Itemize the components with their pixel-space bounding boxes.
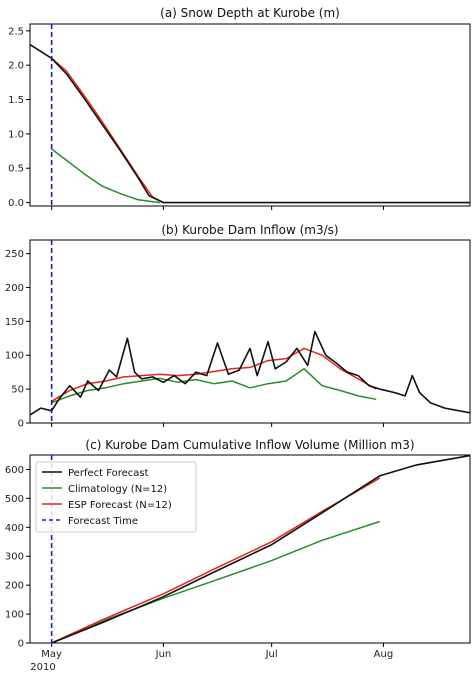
legend-label-forecast-time: Forecast Time [68,516,138,527]
y-tick-label: 150 [5,317,24,328]
y-tick-label: 200 [5,581,24,592]
legend: Perfect Forecast Climatology (N=12) ESP … [35,461,197,533]
y-tick-label: 400 [5,523,24,534]
y-tick-label: 500 [5,494,24,505]
y-tick-label: 0.0 [8,198,24,209]
x-axis: May Jun Jul Aug [41,649,393,660]
series-line-climatology [51,148,160,204]
panel-b-plot: 0 50 100 150 200 250 [5,240,471,430]
y-tick-label: 0 [18,639,24,650]
y-tick-label: 2.0 [8,61,24,72]
series-line-esp [51,477,381,644]
y-tick-label: 2.5 [8,26,24,37]
x-tick-label: May [41,649,62,660]
y-tick-label: 0.5 [8,164,24,175]
panel-b-title: (b) Kurobe Dam Inflow (m3/s) [161,223,338,237]
panel-c-plot: 0 100 200 300 400 500 600 [5,454,471,650]
series-line-climatology [51,520,381,644]
y-tick-label: 100 [5,610,24,621]
series-line-perfect [29,43,470,204]
y-tick-label: 250 [5,249,24,260]
series-line-climatology [51,368,377,404]
x-tick-label: Jul [265,649,278,660]
x-tick-label: Jun [155,649,172,660]
series-line-esp [51,347,377,402]
y-tick-label: 1.0 [8,129,24,140]
series-line-perfect [29,330,471,416]
y-tick-label: 1.5 [8,95,24,106]
series-line-perfect [51,454,471,644]
x-tick-label: Aug [374,649,394,660]
y-tick-label: 600 [5,465,24,476]
x-year-label: 2010 [30,662,55,673]
y-tick-label: 50 [11,385,24,396]
y-tick-label: 200 [5,283,24,294]
panel-a-plot: 0.0 0.5 1.0 1.5 2.0 2.5 [8,24,470,210]
panel-c-title: (c) Kurobe Dam Cumulative Inflow Volume … [85,438,414,452]
panel-a-frame [29,23,471,207]
legend-box [35,461,197,533]
legend-label-climatology: Climatology (N=12) [68,484,167,495]
y-tick-label: 100 [5,351,24,362]
series-line-esp [51,57,164,204]
y-tick-label: 300 [5,552,24,563]
legend-label-esp: ESP Forecast (N=12) [68,500,172,511]
panel-a-title: (a) Snow Depth at Kurobe (m) [160,6,340,20]
y-tick-label: 0 [18,419,24,430]
legend-label-perfect: Perfect Forecast [68,468,149,479]
